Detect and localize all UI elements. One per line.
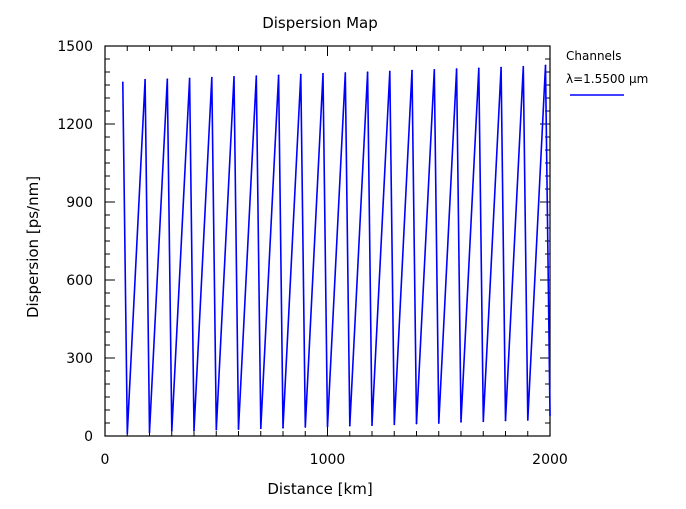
x-tick-labels: 0 1000 2000 [101,452,568,468]
dispersion-point [193,429,195,432]
dispersion-point [299,73,302,76]
axis-ticks [104,45,551,437]
dispersion-point [549,414,551,417]
dispersion-point [504,419,507,422]
dispersion-point [170,429,173,432]
legend-entry-label: λ=1.5500 µm [566,72,648,86]
dispersion-point [371,424,373,426]
dispersion-point [326,425,329,428]
y-tick-label: 900 [66,195,93,211]
x-tick-label: 2000 [532,452,568,468]
dispersion-point [277,74,280,77]
dispersion-point [188,77,191,80]
dispersion-point [255,75,258,78]
y-tick-label: 600 [66,273,93,289]
x-axis-label: Distance [km] [267,480,372,498]
dispersion-series-line [122,64,551,435]
dispersion-point [210,76,213,79]
dispersion-point [121,81,124,84]
dispersion-point [460,420,462,423]
dispersion-point [437,422,440,424]
legend: Channels λ=1.5500 µm [566,49,648,96]
y-tick-label: 1200 [57,117,93,133]
dispersion-point [388,70,391,73]
y-axis-label: Dispersion [ps/nm] [24,176,42,318]
dispersion-point [522,65,525,68]
dispersion-point [455,68,458,70]
dispersion-point [415,422,418,425]
dispersion-point [477,67,480,70]
dispersion-point [237,428,240,430]
x-tick-label: 1000 [310,452,346,468]
dispersion-point [304,426,307,428]
dispersion-point [126,432,129,435]
chart-title: Dispersion Map [262,14,378,32]
dispersion-point [344,72,347,74]
dispersion-point [322,72,324,75]
legend-title: Channels [566,49,622,63]
dispersion-point [393,423,396,426]
dispersion-point [482,420,485,423]
dispersion-point [433,69,436,71]
dispersion-point [166,78,169,81]
dispersion-point [144,78,147,81]
dispersion-point [500,66,502,69]
y-tick-label: 0 [84,429,93,445]
dispersion-point [526,419,529,421]
series-layer [121,64,551,435]
dispersion-point [259,427,262,430]
dispersion-point [348,424,351,427]
dispersion-point [282,426,284,429]
dispersion-point [544,64,547,67]
dispersion-point [215,428,218,431]
dispersion-point [148,431,151,433]
dispersion-point [233,76,235,78]
y-tick-label: 1500 [57,39,93,55]
x-tick-label: 0 [101,452,110,468]
y-tick-label: 300 [66,351,93,367]
dispersion-point [411,69,413,72]
dispersion-point [366,71,369,74]
y-tick-labels: 0 300 600 900 1200 1500 [57,39,93,445]
